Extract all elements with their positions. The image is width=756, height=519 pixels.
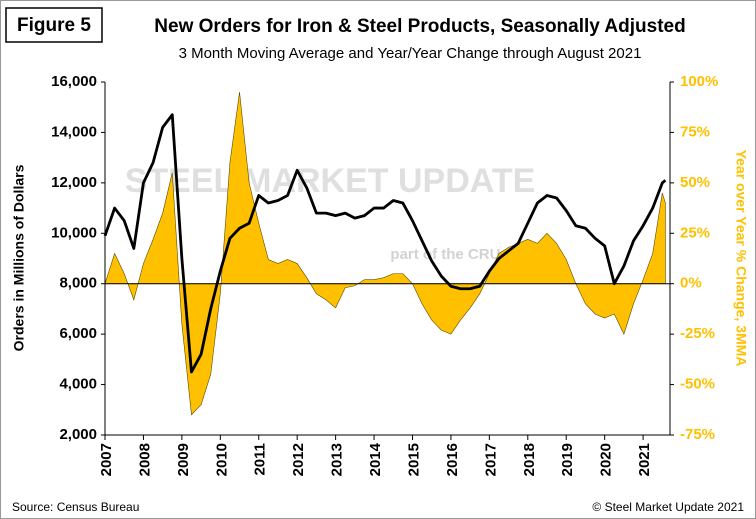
x-tick-label: 2020 xyxy=(598,443,615,476)
line xyxy=(103,113,667,374)
y2-tick-label: -50% xyxy=(680,376,715,393)
y2-tick-label: 75% xyxy=(680,123,710,140)
x-tick-label: 2007 xyxy=(98,443,115,476)
source: Source: Census Bureau xyxy=(12,500,139,514)
y2-tick-label: 0% xyxy=(680,275,702,292)
y-tick-label: 10,000 xyxy=(51,224,97,241)
y2-tick-label: 25% xyxy=(680,224,710,241)
y-axis-label: Orders in Millions of Dollars xyxy=(11,164,27,351)
x-tick-label: 2013 xyxy=(329,443,346,476)
y-tick-label: 12,000 xyxy=(51,174,97,191)
y-tick-label: 2,000 xyxy=(59,426,97,443)
y-tick-label: 6,000 xyxy=(59,325,97,342)
y-tick-label: 4,000 xyxy=(59,376,97,393)
y-tick-label: 14,000 xyxy=(51,123,97,140)
x-tick-label: 2016 xyxy=(444,443,461,476)
figure-label: Figure 5 xyxy=(17,15,91,36)
y2-tick-label: 50% xyxy=(680,174,710,191)
x-tick-label: 2011 xyxy=(252,443,269,476)
figure-box xyxy=(5,7,103,43)
x-tick-label: 2012 xyxy=(290,443,307,476)
x-tick-label: 2015 xyxy=(405,443,422,476)
x-tick-label: 2019 xyxy=(559,443,576,476)
x-tick-label: 2010 xyxy=(213,443,230,476)
credit: © Steel Market Update 2021 xyxy=(592,500,744,514)
chart-title: New Orders for Iron & Steel Products, Se… xyxy=(154,16,685,37)
x-tick-label: 2018 xyxy=(521,443,538,476)
chart-subtitle: 3 Month Moving Average and Year/Year Cha… xyxy=(179,45,642,62)
area xyxy=(104,92,666,416)
y2-tick-label: 100% xyxy=(680,73,718,90)
y-tick-label: 8,000 xyxy=(59,275,97,292)
x-tick-label: 2008 xyxy=(136,443,153,476)
x-tick-label: 2009 xyxy=(175,443,192,476)
y2-axis-label: Year over Year % Change, 3MMA xyxy=(733,150,749,367)
y2-tick-label: -25% xyxy=(680,325,715,342)
y2-tick-label: -75% xyxy=(680,426,715,443)
watermark: STEEL MARKET UPDATE xyxy=(125,162,536,200)
x-tick-label: 2014 xyxy=(367,442,384,476)
y-tick-label: 16,000 xyxy=(51,73,97,90)
x-tick-label: 2021 xyxy=(636,443,653,476)
x-tick-label: 2017 xyxy=(482,443,499,476)
